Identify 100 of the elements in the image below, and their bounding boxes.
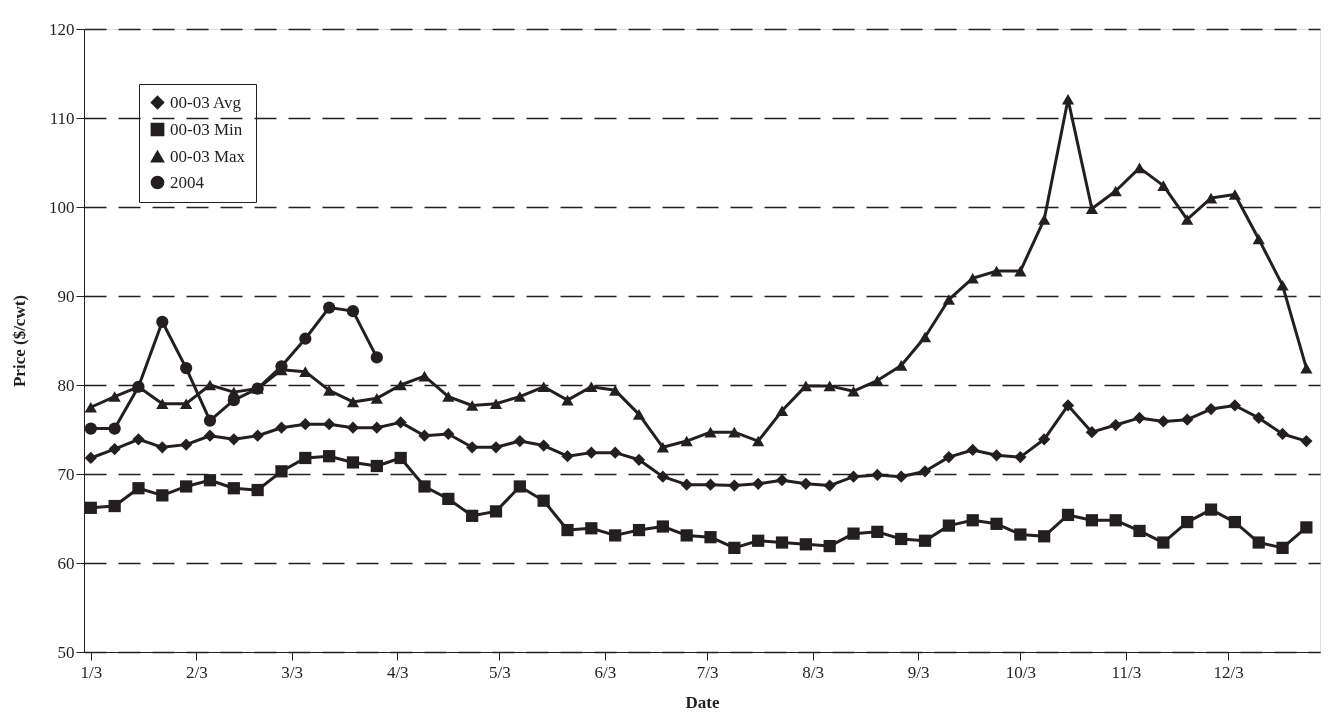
point xyxy=(1061,399,1075,412)
y-axis-title: Price ($/cwt) xyxy=(10,294,29,388)
point xyxy=(990,517,1003,530)
point xyxy=(323,418,336,431)
point xyxy=(299,332,312,345)
point xyxy=(1181,214,1194,225)
point xyxy=(180,480,193,493)
point xyxy=(323,450,336,463)
point xyxy=(513,434,526,448)
point xyxy=(561,523,574,537)
point xyxy=(251,483,264,497)
x-tick-label: 11/3 xyxy=(1111,662,1142,682)
y-tick-label: 60 xyxy=(57,553,75,573)
point xyxy=(132,482,145,495)
x-tick-label: 8/3 xyxy=(802,662,825,682)
point xyxy=(370,459,383,473)
point xyxy=(466,400,479,411)
point xyxy=(775,474,789,487)
point xyxy=(704,531,717,544)
x-tick-label: 1/3 xyxy=(80,662,103,682)
point xyxy=(251,382,264,395)
x-tick-label: 6/3 xyxy=(594,662,617,682)
x-tick-label: 3/3 xyxy=(281,662,304,682)
point xyxy=(895,360,908,371)
point xyxy=(895,470,908,483)
point xyxy=(1038,433,1051,446)
point xyxy=(346,421,360,434)
point xyxy=(1085,426,1098,439)
point xyxy=(84,451,97,465)
point xyxy=(346,305,360,318)
x-tick-label: 12/3 xyxy=(1213,662,1244,682)
point xyxy=(1204,402,1218,416)
point xyxy=(728,541,741,554)
point xyxy=(203,414,217,427)
point xyxy=(918,331,932,343)
point xyxy=(108,442,121,456)
point xyxy=(966,443,979,457)
point xyxy=(1204,503,1218,516)
point xyxy=(656,470,669,483)
legend-label: 2004 xyxy=(170,172,205,192)
point xyxy=(799,477,812,490)
point xyxy=(203,379,217,391)
point xyxy=(1228,399,1241,412)
point xyxy=(942,294,955,305)
y-tick-label: 120 xyxy=(49,19,75,39)
point xyxy=(323,301,336,314)
point xyxy=(966,514,979,527)
point xyxy=(132,380,145,393)
point xyxy=(775,405,789,417)
x-tick-label: 5/3 xyxy=(489,662,511,682)
point xyxy=(918,465,932,478)
legend-label: 00-03 Min xyxy=(170,119,243,139)
y-tick-label: 100 xyxy=(49,197,75,217)
point xyxy=(466,441,479,454)
point xyxy=(1109,418,1122,432)
point xyxy=(489,505,503,518)
x-axis-title: Date xyxy=(685,692,720,712)
point xyxy=(323,385,336,396)
point xyxy=(632,523,646,537)
point xyxy=(561,450,574,463)
point xyxy=(1085,514,1098,527)
point xyxy=(1038,214,1051,225)
legend-label: 00-03 Avg xyxy=(170,92,242,112)
point xyxy=(370,351,383,364)
point xyxy=(752,435,765,447)
y-tick-label: 90 xyxy=(57,286,75,306)
point xyxy=(632,453,646,466)
point xyxy=(227,482,240,495)
point xyxy=(895,532,908,546)
point xyxy=(418,429,431,442)
y-tick-label: 80 xyxy=(57,375,75,395)
point xyxy=(942,450,955,464)
point xyxy=(1181,413,1194,426)
point xyxy=(752,534,765,547)
point xyxy=(799,380,812,392)
point xyxy=(180,438,193,451)
x-tick-label: 4/3 xyxy=(386,662,409,682)
point xyxy=(1133,411,1146,425)
point xyxy=(609,385,622,396)
point xyxy=(656,442,669,453)
point xyxy=(1133,524,1146,538)
point xyxy=(656,520,669,533)
point xyxy=(370,421,383,434)
point xyxy=(1109,514,1122,527)
point xyxy=(346,396,360,408)
point xyxy=(513,480,526,493)
point xyxy=(489,441,503,454)
point xyxy=(1061,508,1075,522)
point xyxy=(1276,541,1289,554)
point xyxy=(180,361,193,375)
point xyxy=(1061,94,1075,105)
point xyxy=(275,421,288,434)
point xyxy=(632,409,646,420)
point xyxy=(203,429,217,442)
legend-label: 00-03 Max xyxy=(170,146,246,166)
point xyxy=(251,429,264,442)
point xyxy=(1014,450,1027,464)
point xyxy=(370,393,383,404)
point xyxy=(871,525,884,538)
point xyxy=(442,492,455,506)
